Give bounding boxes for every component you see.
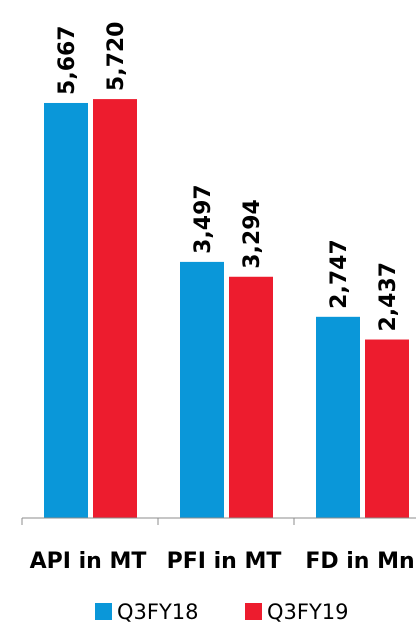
bar-api-in-mt-q3fy19 (93, 99, 137, 518)
category-labels-group: API in MT PFI in MT FD in Mn (30, 549, 415, 574)
x-axis (21, 517, 416, 525)
legend: Q3FY18 Q3FY19 (95, 600, 349, 624)
legend-swatch-q3fy19 (245, 603, 262, 620)
bar-fd-in-mn-q3fy18 (316, 316, 360, 518)
bar-api-in-mt-q3fy18 (44, 102, 88, 518)
data-label-api-in-mt-q3fy19: 5,720 (104, 22, 129, 92)
data-label-pfi-in-mt-q3fy18: 3,497 (191, 184, 216, 254)
bar-pfi-in-mt-q3fy19 (229, 276, 273, 518)
data-label-pfi-in-mt-q3fy19: 3,294 (240, 199, 265, 269)
bar-fd-in-mn-q3fy19 (365, 339, 409, 518)
bars-group (44, 99, 409, 518)
category-label-fd-in-mn: FD in Mn (305, 549, 414, 574)
legend-label-q3fy18: Q3FY18 (117, 600, 199, 624)
legend-label-q3fy19: Q3FY19 (267, 600, 349, 624)
legend-swatch-q3fy18 (95, 603, 112, 620)
data-label-fd-in-mn-q3fy19: 2,437 (376, 262, 401, 332)
category-label-pfi-in-mt: PFI in MT (167, 549, 282, 574)
bar-pfi-in-mt-q3fy18 (180, 261, 224, 518)
data-label-fd-in-mn-q3fy18: 2,747 (327, 239, 352, 309)
data-labels-group: 5,667 5,720 3,497 3,294 2,747 2,437 (55, 22, 401, 332)
category-label-api-in-mt: API in MT (30, 549, 147, 574)
data-label-api-in-mt-q3fy18: 5,667 (55, 25, 80, 95)
